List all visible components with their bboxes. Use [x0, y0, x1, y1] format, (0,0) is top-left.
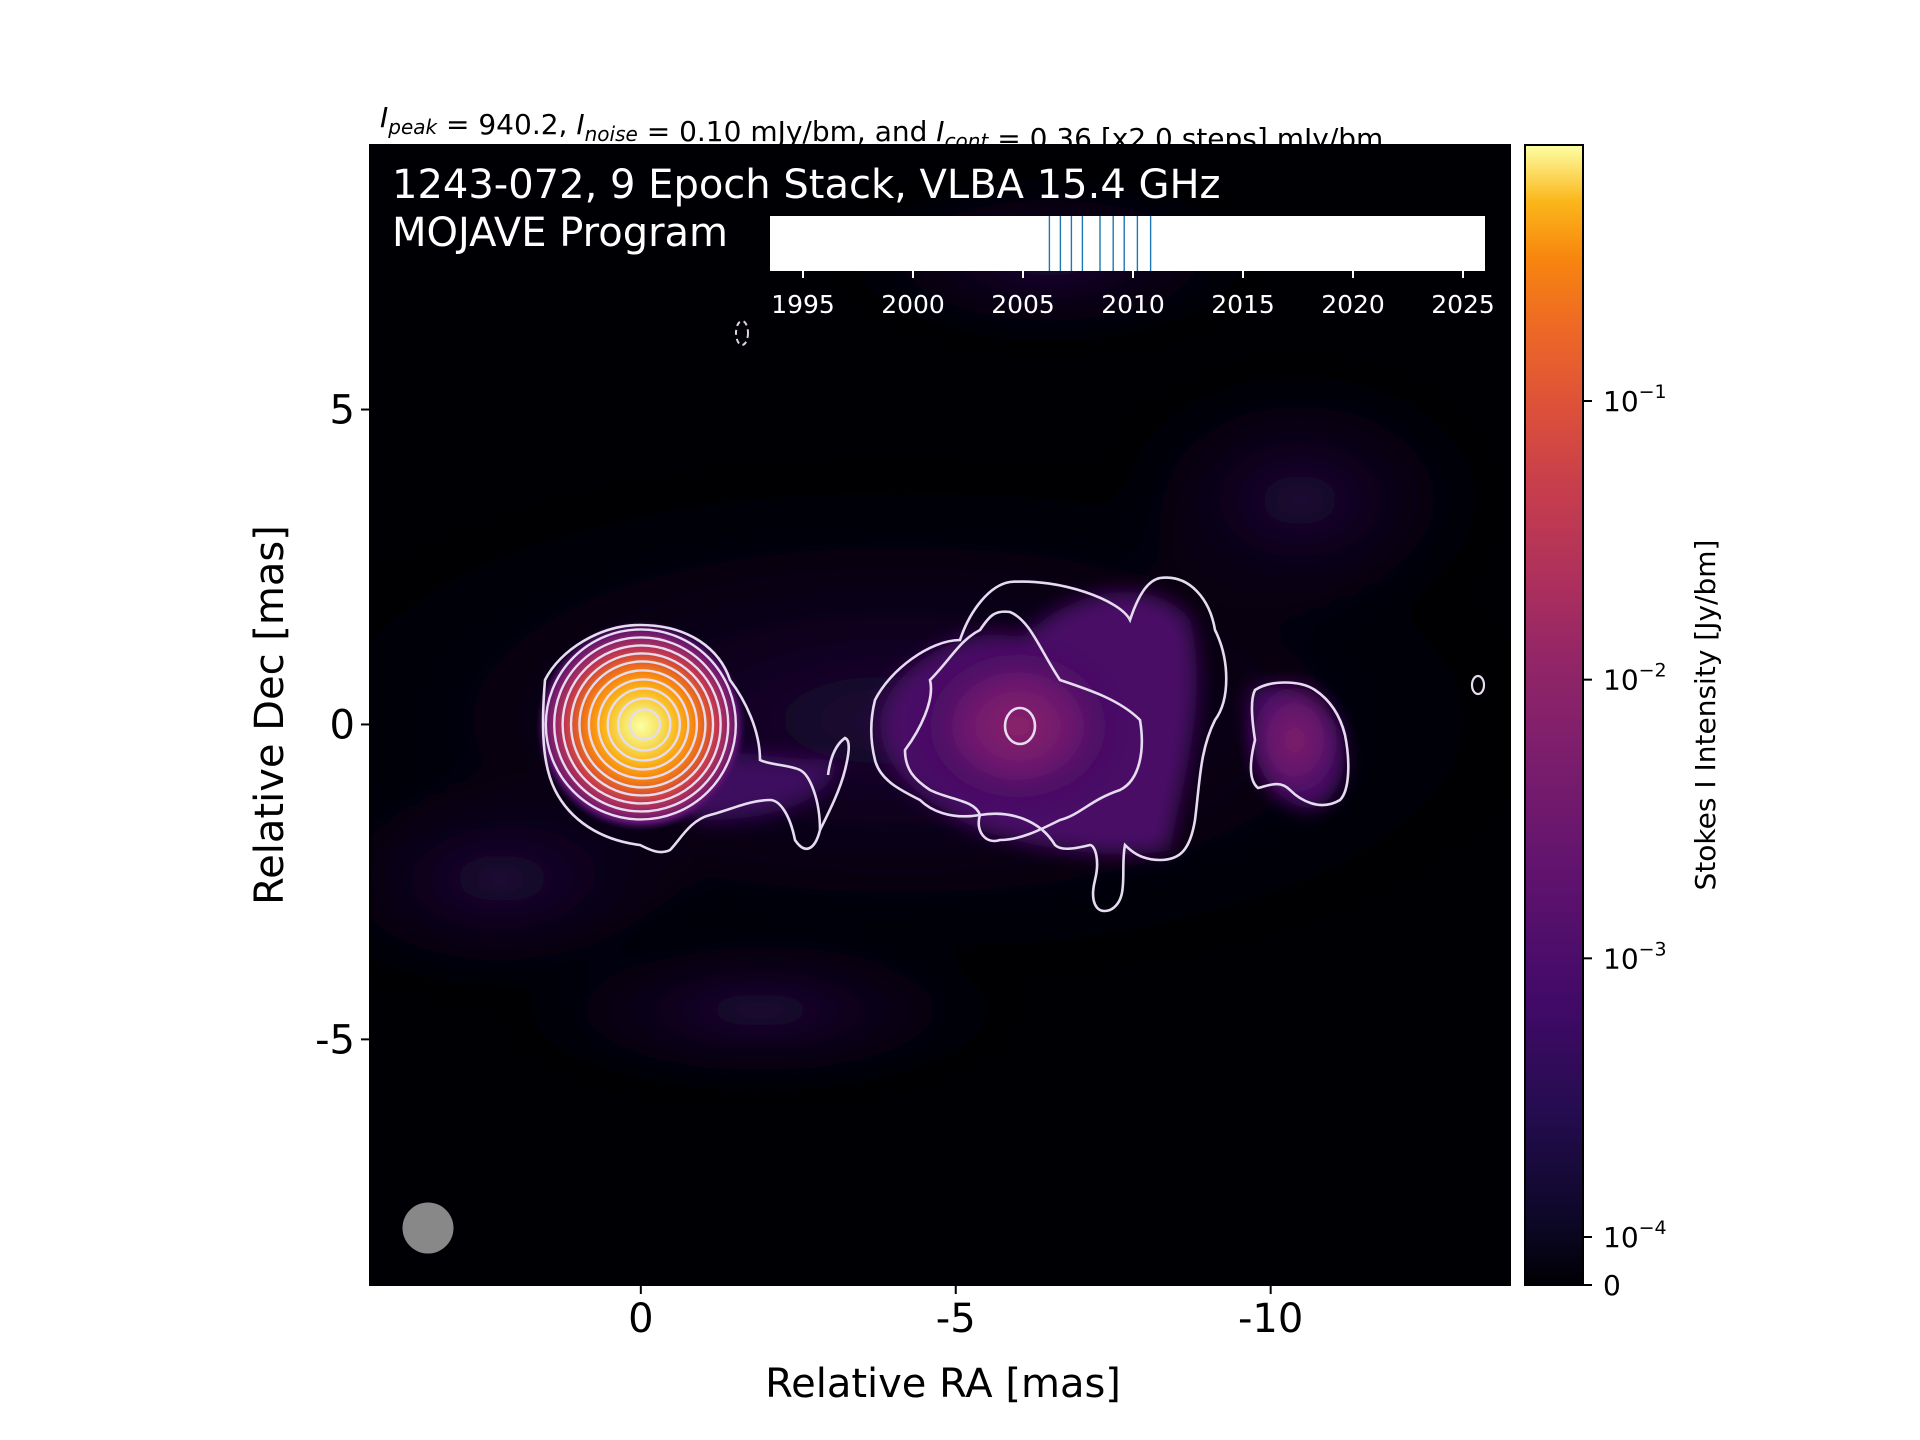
colorbar-tick-base-2: 10 — [1603, 942, 1639, 975]
negative-contour — [735, 320, 749, 346]
header-part-2: I — [576, 108, 584, 141]
core-contours — [544, 628, 738, 821]
epoch-timeline: 1995 2000 2005 2010 2015 2020 2025 — [770, 216, 1495, 319]
colorbar-tick-label-0: 10−1 — [1603, 381, 1667, 418]
colorbar-tick-base-3: 10 — [1603, 1221, 1639, 1254]
colorbar-tick-label-1: 10−2 — [1603, 660, 1667, 697]
colorbar: 10−110−210−310−40 Stokes I Intensity [Jy… — [1524, 144, 1722, 1302]
timeline-tick-label-2: 2005 — [991, 290, 1055, 319]
y-axis-ticks: 5 0 -5 — [315, 388, 370, 1063]
colorbar-tick-label-2: 10−3 — [1603, 938, 1667, 975]
timeline-ticks: 1995 2000 2005 2010 2015 2020 2025 — [771, 271, 1495, 319]
contours — [541, 576, 1350, 913]
colorbar-tick-base-1: 10 — [1603, 664, 1639, 697]
timeline-box — [770, 216, 1485, 271]
jet-knot-1 — [908, 636, 1128, 816]
contour-jet-peak — [1003, 706, 1037, 746]
x-axis-label: Relative RA [mas] — [765, 1361, 1121, 1407]
y-tick-label-1: 0 — [330, 702, 355, 748]
core-contour-7 — [606, 687, 681, 762]
x-tick-label-1: -5 — [936, 1296, 976, 1342]
header-part-1: = 940.2, — [437, 108, 576, 141]
core-contour-5 — [587, 669, 699, 780]
timeline-tick-label-1: 2000 — [881, 290, 945, 319]
timeline-tick-label-0: 1995 — [771, 290, 835, 319]
contour-core-tail — [541, 623, 822, 854]
header-part-3: = 0.10 mJy/bm, and — [638, 115, 936, 148]
core-contour-4 — [578, 660, 707, 789]
jet-knot-2 — [1240, 670, 1350, 810]
contour-edge-blob — [1470, 674, 1486, 696]
colorbar-gradient — [1524, 144, 1584, 1286]
colorbar-tick-base-0: 10 — [1603, 385, 1639, 418]
timeline-tick-label-5: 2020 — [1321, 290, 1385, 319]
core-contour-8 — [617, 697, 672, 752]
contour-jet-inner — [903, 610, 1144, 843]
plot-title-line2: MOJAVE Program — [392, 210, 728, 256]
core-contour-3 — [569, 652, 715, 797]
timeline-epochs — [1048, 216, 1152, 271]
colorbar-ticks: 10−110−210−310−40 — [1583, 381, 1667, 1302]
x-tick-label-0: 0 — [628, 1296, 653, 1342]
plot-frame — [369, 144, 1511, 1286]
core-contour-2 — [561, 644, 722, 805]
image-panel: 1243-072, 9 Epoch Stack, VLBA 15.4 GHz M… — [369, 144, 1511, 1286]
timeline-tick-label-4: 2015 — [1211, 290, 1275, 319]
timeline-tick-label-6: 2025 — [1431, 290, 1495, 319]
core-emission — [536, 621, 746, 831]
plot-title-line1: 1243-072, 9 Epoch Stack, VLBA 15.4 GHz — [392, 162, 1221, 208]
colorbar-tick-exp-2: −3 — [1639, 938, 1667, 960]
core-contour-9 — [628, 708, 662, 741]
x-tick-label-2: -10 — [1238, 1296, 1303, 1342]
x-axis-ticks: 0 -5 -10 — [628, 1285, 1303, 1342]
y-tick-label-2: -5 — [315, 1017, 355, 1063]
colorbar-label: Stokes I Intensity [Jy/bm] — [1689, 540, 1722, 891]
header-part-4: I — [936, 115, 944, 148]
contour-tail-spur — [818, 736, 851, 831]
header-sub-2: noise — [585, 122, 638, 146]
contour-knot2 — [1249, 681, 1350, 807]
header-part-0: I — [380, 101, 388, 134]
colorbar-tick-exp-3: −4 — [1639, 1217, 1667, 1239]
colorbar-tick-exp-0: −1 — [1639, 381, 1667, 403]
core-contour-1 — [553, 636, 730, 813]
beam-ellipse — [402, 1202, 454, 1254]
core-contour-6 — [597, 678, 690, 771]
y-tick-label-0: 5 — [330, 388, 355, 434]
timeline-tick-label-3: 2010 — [1101, 290, 1165, 319]
header-sub-0: peak — [387, 115, 438, 139]
colorbar-tick-exp-1: −2 — [1639, 660, 1667, 682]
core-contour-0 — [544, 628, 738, 821]
colorbar-tick-label-3: 10−4 — [1603, 1217, 1667, 1254]
colorbar-tick-label-4: 0 — [1603, 1269, 1621, 1302]
y-axis-label: Relative Dec [mas] — [247, 525, 293, 905]
